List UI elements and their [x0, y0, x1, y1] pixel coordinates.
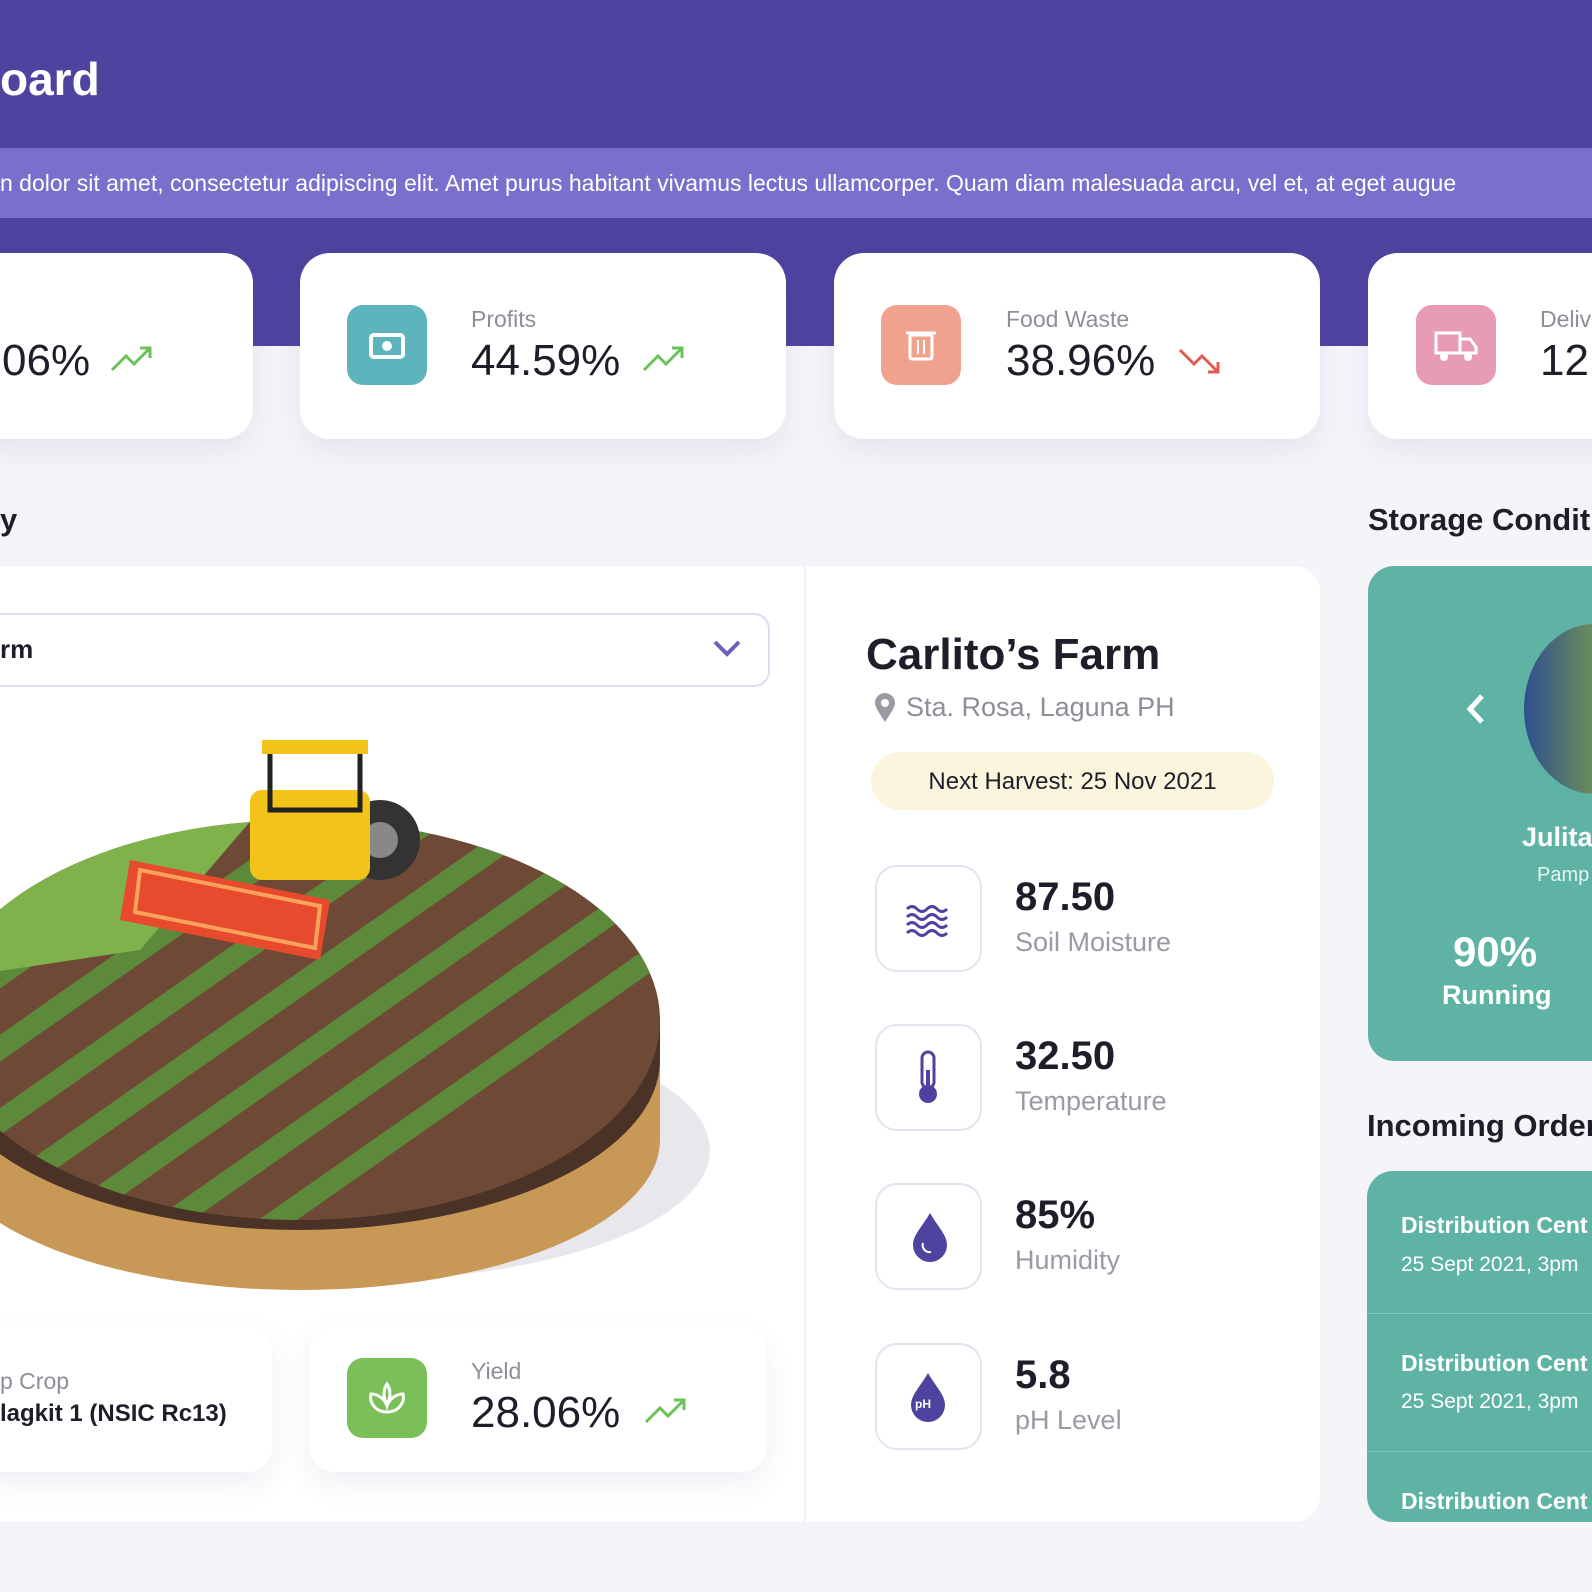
ph-icon-text: pH: [915, 1397, 931, 1411]
yield-icon: [347, 1358, 427, 1438]
yield-value: 28.06%: [471, 1388, 621, 1437]
stat-label: Food Waste: [1006, 306, 1130, 332]
pin-icon: [875, 693, 895, 722]
orders-card: [1367, 1171, 1592, 1522]
dropdown-text: rm: [0, 634, 34, 664]
stat-label: Deliv: [1540, 306, 1592, 332]
page-title: oard: [0, 53, 100, 105]
metric-label: Humidity: [1015, 1245, 1121, 1275]
storage-place: Pamp: [1537, 864, 1590, 886]
crop-label: p Crop: [0, 1368, 70, 1394]
order-date: 25 Sept 2021, 3pm: [1401, 1390, 1579, 1413]
stat-value: 44.59%: [471, 336, 621, 385]
order-date: 25 Sept 2021, 3pm: [1401, 1253, 1579, 1276]
metric-value: 5.8: [1015, 1353, 1071, 1397]
metric-value: 32.50: [1015, 1034, 1116, 1078]
harvest-text: Next Harvest: 25 Nov 2021: [928, 768, 1217, 795]
divider: [804, 566, 806, 1522]
trend-down: [1178, 348, 1220, 374]
order-divider: [1367, 1313, 1592, 1314]
stat-label: Profits: [471, 306, 537, 332]
metric-icon: [875, 865, 982, 972]
farm-name: Carlito’s Farm: [866, 630, 1161, 679]
crop-value: lagkit 1 (NSIC Rc13): [0, 1400, 227, 1427]
crop-card: [0, 1326, 272, 1472]
metric-icon: [875, 1024, 982, 1131]
trend-up: [644, 1398, 686, 1424]
banner-text: n dolor sit amet, consectetur adipiscing…: [0, 170, 1457, 196]
farm-location: Sta. Rosa, Laguna PH: [906, 692, 1175, 722]
stat-value: 06%: [2, 336, 91, 385]
stat-value: 12: [1540, 336, 1589, 385]
section-title: Incoming Order: [1367, 1108, 1592, 1143]
order-divider: [1367, 1451, 1592, 1452]
order-name: Distribution Cent: [1401, 1212, 1588, 1238]
stat-value: 38.96%: [1006, 336, 1156, 385]
metric-icon: [875, 1183, 982, 1290]
metric-label: Soil Moisture: [1015, 927, 1172, 957]
stat-card: [0, 253, 253, 439]
storage-status: Running: [1442, 980, 1552, 1010]
section-title: Storage Condit: [1368, 502, 1591, 537]
storage-value: 90%: [1453, 928, 1538, 975]
harvest-pill: [871, 752, 1274, 810]
farm-illustration: [0, 740, 710, 1290]
metric-value: 85%: [1015, 1193, 1096, 1237]
metric-value: 87.50: [1015, 875, 1116, 919]
prev-arrow[interactable]: [1464, 692, 1488, 726]
waste-icon: [881, 305, 961, 385]
banner: [0, 148, 1592, 218]
metric-label: Temperature: [1015, 1086, 1167, 1116]
order-name: Distribution Cent: [1401, 1350, 1588, 1376]
profit-icon: [347, 305, 427, 385]
dropdown[interactable]: [0, 613, 770, 687]
metric-icon: [875, 1343, 982, 1450]
trend-up: [642, 346, 684, 372]
section-title: y: [0, 502, 18, 537]
chevron: [713, 640, 741, 657]
yield-label: Yield: [471, 1358, 522, 1384]
order-name: Distribution Cent: [1401, 1488, 1588, 1514]
storage-name: Julita: [1522, 822, 1592, 852]
metric-label: pH Level: [1015, 1405, 1122, 1435]
trend-up: [110, 346, 152, 372]
delivery-icon: [1416, 305, 1496, 385]
